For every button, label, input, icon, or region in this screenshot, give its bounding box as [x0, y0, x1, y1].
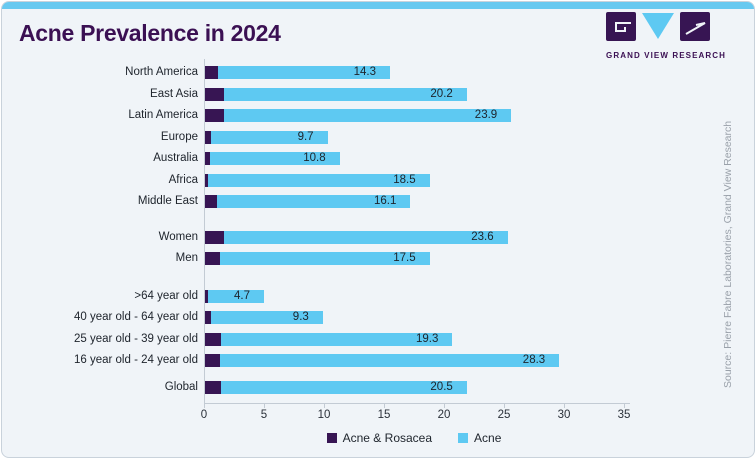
x-axis-tick-label: 20: [437, 409, 451, 421]
category-label: East Asia: [150, 87, 198, 100]
category-label: Africa: [168, 173, 198, 186]
brand-name: GRAND VIEW RESEARCH: [606, 51, 727, 60]
value-label: 23.6: [471, 230, 494, 243]
bar-segment-acne: [218, 66, 390, 79]
bar-segment-acne-rosacea: [204, 152, 210, 165]
category-label: North America: [125, 66, 198, 78]
category-label: 16 year old - 24 year old: [73, 354, 198, 366]
x-axis-tick: [264, 404, 265, 408]
x-axis-tick: [384, 404, 385, 408]
x-axis-tick-label: 0: [200, 409, 208, 421]
bar-segment-acne-rosacea: [204, 252, 220, 265]
bar-segment-acne: [207, 289, 264, 303]
value-label: 9.7: [297, 130, 314, 143]
value-label: 10.8: [303, 152, 326, 164]
bar-segment-acne-rosacea: [204, 109, 225, 122]
bar-segment-acne: [219, 354, 560, 367]
category-label: Australia: [153, 152, 198, 164]
value-label: 18.5: [393, 173, 416, 186]
x-axis-tick-label: 30: [557, 409, 571, 421]
legend-item-acne: Acne: [458, 431, 501, 445]
x-axis-line: [204, 403, 630, 404]
value-label: 14.3: [353, 66, 376, 78]
bar-segment-acne-rosacea: [204, 230, 225, 244]
x-axis-tick: [324, 404, 325, 408]
bar-segment-acne-rosacea: [204, 66, 219, 79]
bar-segment-acne-rosacea: [204, 130, 212, 144]
bar-segment-acne: [224, 87, 467, 101]
x-axis-tick: [444, 404, 445, 408]
bar-segment-acne: [220, 332, 453, 346]
bar-segment-acne-rosacea: [204, 195, 218, 208]
category-label: 40 year old - 64 year old: [73, 311, 198, 323]
bar-segment-acne: [211, 130, 328, 144]
chart-legend: Acne & Rosacea Acne: [204, 431, 624, 445]
value-label: 9.3: [292, 311, 309, 323]
page-title: Acne Prevalence in 2024: [19, 20, 281, 46]
bar-segment-acne-rosacea: [204, 173, 208, 187]
top-accent-strip: [2, 2, 754, 9]
value-label: 23.9: [474, 109, 498, 121]
value-label: 16.1: [374, 195, 397, 207]
bar-segment-acne-rosacea: [204, 289, 208, 303]
bar-segment-acne: [224, 109, 512, 122]
bar-segment-acne-rosacea: [204, 311, 212, 324]
y-axis-line: [204, 59, 205, 403]
x-axis-tick-label: 25: [497, 409, 511, 421]
category-label: Women: [158, 230, 198, 243]
x-axis-tick-label: 10: [317, 409, 331, 421]
x-axis-tick: [504, 404, 505, 408]
category-label: 25 year old - 39 year old: [73, 332, 198, 345]
x-axis-tick-label: 35: [617, 409, 631, 421]
category-label: Latin America: [128, 109, 198, 121]
bar-segment-acne: [219, 252, 430, 265]
x-axis-tick: [204, 404, 205, 408]
value-label: 4.7: [234, 289, 250, 302]
x-axis-tick-label: 5: [260, 409, 268, 421]
brand-logo: GRAND VIEW RESEARCH: [606, 12, 727, 60]
value-label: 20.5: [430, 380, 453, 393]
bar-segment-acne: [210, 152, 340, 165]
bar-segment-acne: [217, 195, 411, 208]
gvr-logo-icon: [606, 12, 712, 48]
value-label: 20.2: [430, 87, 453, 100]
x-axis-tick-label: 15: [377, 409, 391, 421]
value-label: 19.3: [416, 332, 439, 345]
source-note: Source: Pierre Fabre Laboratories, Grand…: [722, 120, 734, 388]
bar-segment-acne-rosacea: [204, 332, 221, 346]
bar-segment-acne-rosacea: [204, 87, 225, 101]
bar-segment-acne: [207, 173, 430, 187]
bar-segment-acne-rosacea: [204, 380, 221, 394]
category-label: >64 year old: [134, 289, 198, 302]
category-label: Global: [164, 380, 198, 393]
bar-segment-acne-rosacea: [204, 354, 220, 367]
category-label: Men: [175, 252, 198, 264]
legend-swatch-acne-rosacea-icon: [326, 433, 337, 443]
bar-segment-acne: [211, 311, 323, 324]
category-label: Europe: [160, 130, 198, 143]
category-label: Middle East: [137, 195, 198, 207]
legend-swatch-acne-icon: [458, 433, 469, 443]
legend-item-acne-rosacea: Acne & Rosacea: [326, 431, 433, 445]
legend-label: Acne: [474, 431, 502, 445]
legend-label: Acne & Rosacea: [342, 431, 433, 445]
bar-segment-acne: [224, 230, 508, 244]
value-label: 28.3: [522, 354, 546, 366]
value-label: 17.5: [393, 252, 416, 264]
x-axis-tick: [564, 404, 565, 408]
x-axis-tick: [624, 404, 625, 408]
bar-segment-acne: [220, 380, 467, 394]
